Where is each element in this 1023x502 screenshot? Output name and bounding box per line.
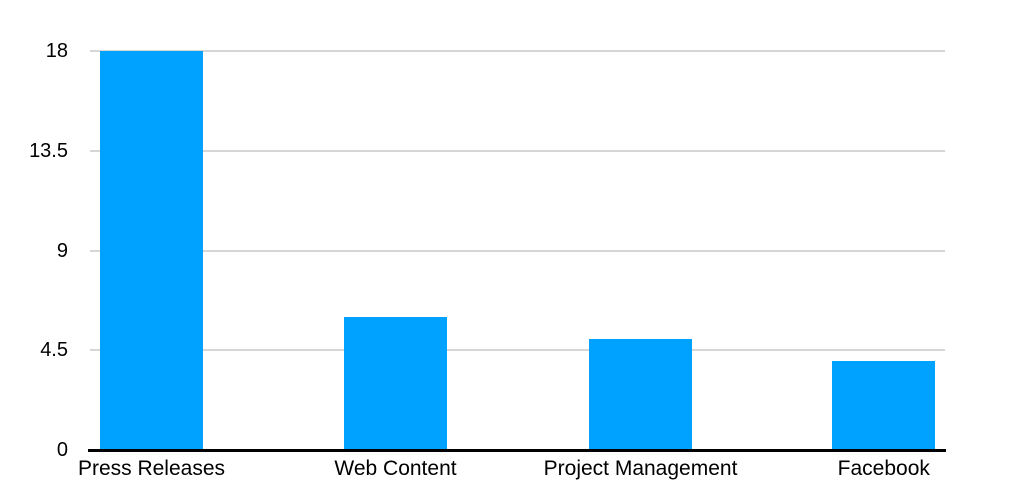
x-axis-line [88,449,946,452]
gridline [90,50,945,52]
y-tick-label: 18 [45,40,68,62]
y-tick-label: 0 [56,439,68,461]
y-axis: 0 4.5 9 13.5 18 [0,41,68,460]
x-tick-label: Project Management [543,457,738,480]
y-tick-label: 9 [56,239,68,262]
bar-web-content [343,317,447,450]
gridline [90,149,945,152]
plot-area [88,50,946,452]
bar-press-releases [99,51,203,450]
x-tick-label: Web Content [334,457,457,480]
x-tick-label: Press Releases [77,457,225,480]
x-axis: Press Releases Web Content Project Managem… [78,456,945,490]
gridline [90,349,945,352]
y-tick-label: 4.5 [40,339,68,362]
x-tick-label: Facebook [837,457,930,480]
y-tick-label: 13.5 [29,139,68,162]
bar-facebook [832,361,936,450]
bar-project-management [589,339,693,450]
gridline [90,249,945,252]
